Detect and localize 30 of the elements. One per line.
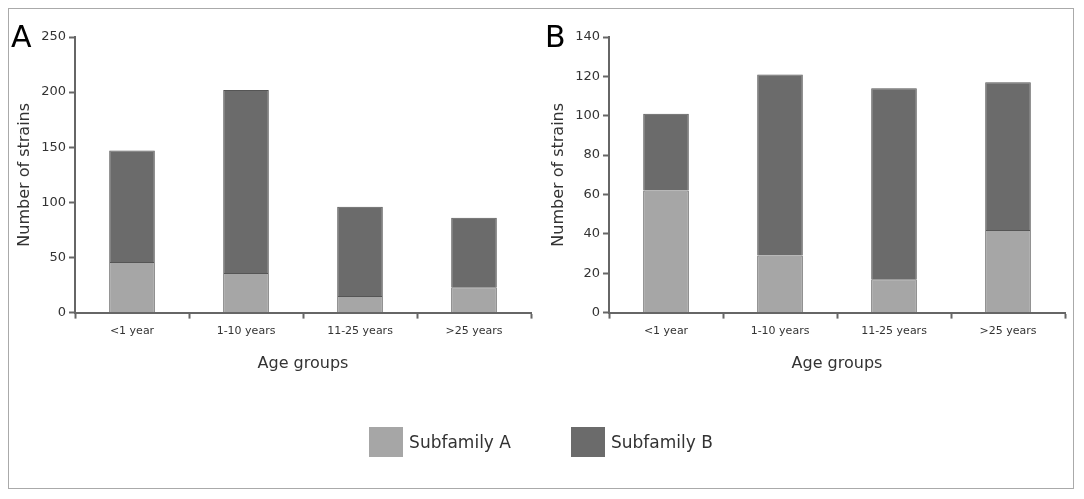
y-tick-label: 20	[583, 264, 601, 280]
y-tick-label: 200	[41, 83, 67, 99]
y-tick-label: 250	[41, 28, 67, 44]
y-axis-title: Number of strains	[547, 102, 567, 247]
y-tick-label: 100	[41, 193, 67, 209]
y-tick-label: 60	[583, 185, 601, 201]
y-tick-label: 100	[575, 107, 601, 123]
y-tick-label: 0	[57, 303, 67, 319]
y-tick-label: 80	[583, 146, 601, 162]
legend-label: Subfamily A	[409, 432, 511, 452]
y-axis-title: Number of strains	[13, 102, 33, 247]
x-tick-label: >25 years	[979, 324, 1037, 338]
legend-label: Subfamily B	[610, 432, 713, 452]
y-tick-label: 150	[41, 138, 67, 154]
y-tick-label: 50	[49, 248, 67, 264]
x-tick-label: >25 years	[445, 324, 503, 338]
x-axis-title: Age groups	[791, 352, 883, 372]
x-axis-title: Age groups	[257, 352, 349, 372]
y-tick-label: 120	[575, 67, 601, 83]
y-tick-label: 0	[591, 303, 601, 319]
x-tick-label: <1 year	[643, 324, 689, 338]
y-tick-label: 140	[575, 28, 601, 44]
x-tick-label: 11-25 years	[861, 324, 928, 338]
x-tick-label: 11-25 years	[327, 324, 394, 338]
y-tick-label: 40	[583, 225, 601, 241]
x-tick-label: 1-10 years	[216, 324, 276, 338]
x-tick-label: <1 year	[109, 324, 155, 338]
x-tick-label: 1-10 years	[750, 324, 810, 338]
chart-title: A	[11, 18, 32, 54]
chart-title: B	[545, 18, 566, 54]
